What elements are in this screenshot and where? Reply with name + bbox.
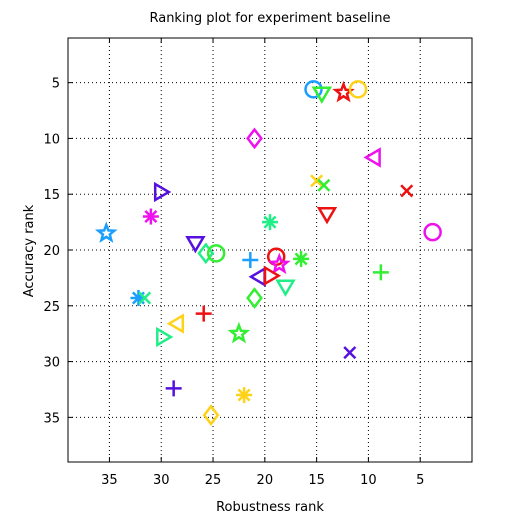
- data-point-star: [94, 221, 118, 243]
- data-point-triangle-down: [311, 86, 332, 104]
- data-point-circle: [304, 80, 323, 99]
- data-point-diamond: [202, 404, 220, 426]
- ticks: 35 30 25 20 15 10 5 5 10 15 20 25 30 35: [43, 38, 472, 488]
- data-point-plus: [242, 252, 259, 269]
- y-tick-label: 25: [43, 300, 60, 315]
- data-point-asterisk: [262, 214, 278, 231]
- data-point-plus: [372, 264, 389, 281]
- x-tick-label: 10: [360, 473, 377, 488]
- data-point-asterisk: [293, 250, 310, 267]
- y-axis-label: Accuracy rank: [22, 204, 37, 297]
- data-point-x: [343, 346, 357, 360]
- data-point-circle: [423, 222, 442, 242]
- y-tick-label: 10: [43, 132, 60, 147]
- x-tick-label: 5: [416, 473, 424, 488]
- y-tick-label: 30: [43, 356, 60, 371]
- data-point-triangle-left: [363, 147, 381, 168]
- y-tick-label: 20: [43, 244, 60, 259]
- chart-title: Ranking plot for experiment baseline: [149, 11, 390, 26]
- y-tick-label: 5: [52, 77, 60, 92]
- data-point-circle: [206, 244, 226, 263]
- y-tick-label: 15: [43, 188, 60, 203]
- data-point-diamond: [246, 287, 263, 309]
- data-point-triangle-down: [275, 279, 296, 297]
- x-tick-label: 35: [101, 473, 118, 488]
- data-point-triangle-down: [185, 236, 206, 254]
- data-point-x: [400, 184, 414, 198]
- data-point-triangle-down: [316, 207, 338, 225]
- data-point-plus: [165, 380, 182, 397]
- x-tick-label: 30: [153, 473, 170, 488]
- x-tick-label: 20: [257, 473, 274, 488]
- data-point-triangle-right: [263, 265, 282, 286]
- data-point-plus: [195, 305, 212, 322]
- data-point-x: [310, 174, 324, 188]
- y-tick-label: 35: [43, 411, 60, 426]
- data-point-diamond: [246, 127, 263, 150]
- x-tick-label: 25: [205, 473, 222, 488]
- data-point-x: [317, 178, 331, 192]
- data-points: [94, 80, 442, 426]
- x-tick-label: 15: [308, 473, 325, 488]
- data-point-asterisk: [236, 387, 253, 404]
- data-point-triangle-right: [153, 181, 172, 203]
- x-axis-label: Robustness rank: [216, 500, 324, 515]
- data-point-star: [267, 252, 291, 275]
- data-point-diamond: [197, 242, 215, 265]
- data-point-circle: [348, 80, 368, 99]
- data-point-asterisk: [142, 208, 159, 225]
- data-point-triangle-right: [156, 326, 174, 348]
- data-point-star: [227, 321, 251, 344]
- data-point-triangle-left: [166, 313, 185, 334]
- data-point-x: [138, 291, 152, 305]
